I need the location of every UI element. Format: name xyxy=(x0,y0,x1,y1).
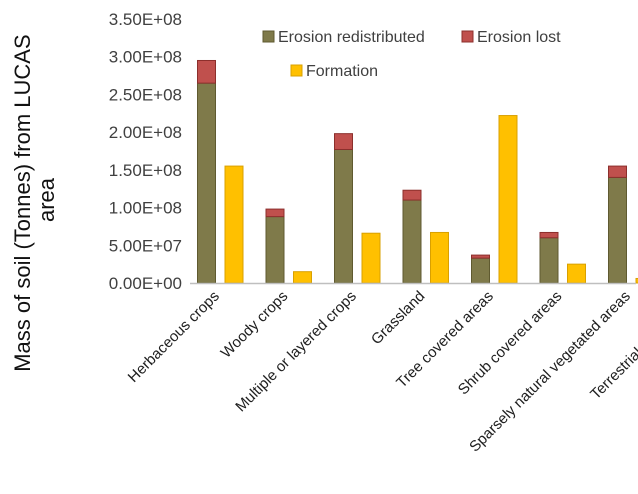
bar-erosion-lost xyxy=(402,189,422,201)
y-axis-title: Mass of soil (Tonnes) from LUCAS area xyxy=(10,28,59,372)
bar-erosion-redistributed xyxy=(608,176,627,284)
bar-formation xyxy=(498,115,518,284)
bar-erosion-redistributed xyxy=(402,199,422,284)
y-tick-label: 5.00E+07 xyxy=(109,236,182,255)
y-tick-label: 2.50E+08 xyxy=(109,85,182,104)
bar-formation xyxy=(224,165,244,284)
y-tick-label: 3.50E+08 xyxy=(109,10,182,29)
legend-erosion-redistributed: Erosion redistributed xyxy=(262,29,425,46)
y-tick-label: 0.00E+00 xyxy=(109,274,182,293)
legend-swatch xyxy=(262,30,275,43)
x-category-label: Grassland xyxy=(368,288,428,348)
bar-erosion-redistributed xyxy=(334,148,353,284)
y-tick-label: 1.00E+08 xyxy=(109,199,182,218)
bar-erosion-redistributed xyxy=(539,237,559,284)
y-axis-title-line2: area xyxy=(34,177,59,222)
legend-swatch xyxy=(461,30,474,43)
bar-erosion-lost xyxy=(197,59,216,84)
y-tick-label: 1.50E+08 xyxy=(109,161,182,180)
bar-formation xyxy=(635,277,638,284)
bar-formation xyxy=(567,263,586,284)
x-category-label: Woody crops xyxy=(218,288,292,362)
bar-erosion-lost xyxy=(608,165,627,178)
bar-erosion-redistributed xyxy=(197,82,216,284)
bar-formation xyxy=(430,231,449,284)
y-tick-label: 2.00E+08 xyxy=(109,123,182,142)
bar-erosion-redistributed xyxy=(471,257,490,284)
bar-formation xyxy=(361,232,381,284)
bars xyxy=(197,59,638,284)
y-tick-label: 3.00E+08 xyxy=(109,48,182,67)
legend-label: Erosion lost xyxy=(477,29,561,46)
bar-erosion-lost xyxy=(334,133,353,150)
y-axis-ticks: 0.00E+00 5.00E+07 1.00E+08 1.50E+08 2.00E+08… xyxy=(109,10,182,293)
legend-label: Formation xyxy=(306,63,378,80)
legend-swatch xyxy=(290,64,303,77)
bar-erosion-lost xyxy=(539,231,559,239)
legend-erosion-lost: Erosion lost xyxy=(461,29,561,46)
x-category-label: Multiple or layered crops xyxy=(232,288,360,416)
x-category-label: Herbaceous crops xyxy=(125,288,223,386)
bar-erosion-redistributed xyxy=(265,216,285,284)
legend-formation: Formation xyxy=(290,63,378,80)
bar-erosion-lost xyxy=(265,208,285,218)
bar-erosion-lost xyxy=(471,254,490,259)
legend-label: Erosion redistributed xyxy=(278,29,425,46)
y-axis-title-line1: Mass of soil (Tonnes) from LUCAS xyxy=(10,34,35,371)
bar-formation xyxy=(293,271,312,284)
legend: Erosion redistributed Erosion lost Formati… xyxy=(262,29,561,80)
